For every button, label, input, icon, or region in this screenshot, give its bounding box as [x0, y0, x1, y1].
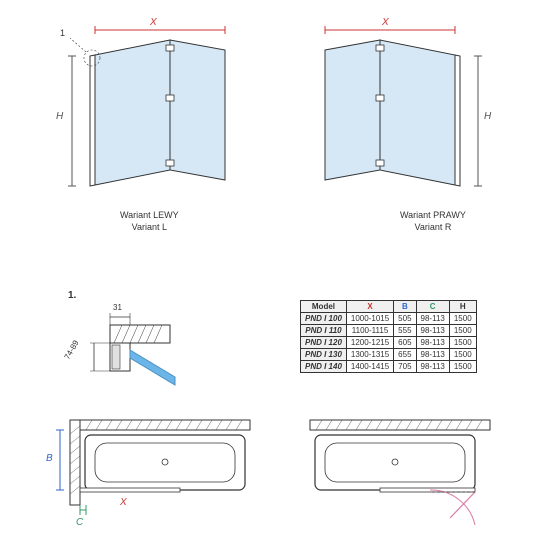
detail-callout-1: 1: [60, 28, 65, 40]
right-title-1: Wariant PRAWY: [400, 210, 466, 220]
detail-number: 1.: [68, 290, 76, 301]
left-title-2: Variant L: [132, 222, 167, 232]
th-x: X: [346, 301, 393, 313]
right-dim-x: X: [382, 16, 389, 29]
plan-left-dim-b: B: [46, 452, 53, 465]
left-dim-h: H: [56, 110, 63, 123]
right-variant-label: Wariant PRAWY Variant R: [400, 210, 466, 233]
table-header-row: Model X B C H: [301, 301, 477, 313]
th-model: Model: [301, 301, 347, 313]
table-row: PND I 1001000-101550598-1131500: [301, 313, 477, 325]
detail-dim-74-89: 74-89: [63, 339, 82, 362]
plan-right-diagram: [300, 410, 510, 532]
right-variant-diagram: X H: [300, 20, 500, 212]
th-c: C: [416, 301, 449, 313]
left-dim-x: X: [150, 16, 157, 29]
plan-left-dim-x: X: [120, 496, 127, 509]
th-b: B: [394, 301, 416, 313]
table-row: PND I 1301300-131565598-1131500: [301, 349, 477, 361]
th-h: H: [449, 301, 476, 313]
table-row: PND I 1201200-121560598-1131500: [301, 337, 477, 349]
plan-left-diagram: B C X: [50, 410, 260, 532]
detail-1-diagram: 31 74-89: [80, 295, 190, 392]
spec-table: Model X B C H PND I 1001000-101550598-11…: [300, 300, 477, 373]
table-row: PND I 1401400-141570598-1131500: [301, 361, 477, 373]
right-title-2: Variant R: [414, 222, 451, 232]
detail-dim-31: 31: [113, 303, 122, 313]
plan-left-dim-c: C: [76, 516, 83, 529]
left-title-1: Wariant LEWY: [120, 210, 179, 220]
left-variant-label: Wariant LEWY Variant L: [120, 210, 179, 233]
table-row: PND I 1101100-111555598-1131500: [301, 325, 477, 337]
right-dim-h: H: [484, 110, 491, 123]
left-variant-diagram: X H 1: [50, 20, 250, 212]
